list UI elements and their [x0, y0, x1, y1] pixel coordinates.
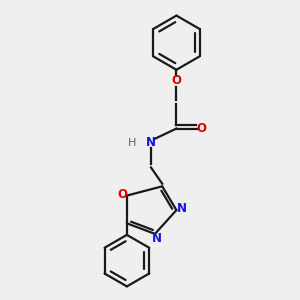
Text: O: O — [197, 122, 207, 135]
Text: O: O — [171, 74, 182, 87]
Text: N: N — [152, 232, 162, 245]
Text: H: H — [128, 138, 137, 148]
Text: N: N — [146, 136, 156, 149]
Text: O: O — [117, 188, 127, 201]
Text: N: N — [177, 202, 188, 215]
